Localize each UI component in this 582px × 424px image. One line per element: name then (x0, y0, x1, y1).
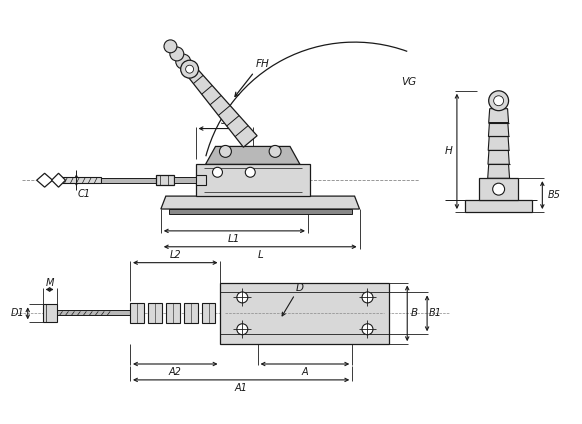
Text: D1: D1 (11, 308, 24, 318)
Text: A: A (301, 367, 308, 377)
Circle shape (493, 183, 505, 195)
Bar (101, 178, 156, 183)
Text: B1: B1 (428, 308, 442, 318)
Text: F1: F1 (54, 176, 63, 185)
Circle shape (489, 91, 509, 111)
Polygon shape (489, 109, 509, 123)
Text: F2: F2 (40, 176, 49, 185)
Text: M: M (45, 278, 54, 287)
Polygon shape (169, 209, 352, 214)
Bar (166, 304, 180, 323)
Bar (42, 304, 56, 322)
Bar (184, 304, 198, 323)
Polygon shape (52, 173, 66, 187)
Text: A2: A2 (169, 367, 182, 377)
Circle shape (245, 167, 255, 177)
Polygon shape (37, 173, 52, 187)
Circle shape (494, 96, 503, 106)
Text: B5: B5 (548, 190, 561, 200)
Bar (221, 282, 389, 344)
Circle shape (237, 324, 248, 335)
Bar (56, 177, 101, 183)
Polygon shape (488, 165, 510, 178)
Text: A1: A1 (235, 383, 247, 393)
Text: FH: FH (255, 59, 269, 69)
Bar (130, 304, 144, 323)
Circle shape (164, 40, 177, 53)
Circle shape (182, 61, 197, 77)
Text: L1: L1 (228, 234, 240, 244)
Text: VG: VG (402, 77, 417, 87)
Bar (56, 310, 130, 315)
Polygon shape (205, 146, 300, 165)
Bar (479, 178, 519, 200)
Text: D: D (296, 284, 304, 293)
Circle shape (176, 54, 191, 69)
Circle shape (170, 47, 184, 61)
Circle shape (180, 60, 198, 78)
Circle shape (186, 65, 194, 73)
Polygon shape (161, 196, 360, 209)
Bar (174, 177, 196, 183)
Text: S: S (221, 116, 228, 126)
Polygon shape (488, 151, 509, 165)
Text: H: H (445, 146, 453, 156)
Bar (196, 175, 205, 185)
Text: B: B (411, 308, 418, 318)
Text: L: L (257, 250, 263, 260)
Circle shape (219, 145, 232, 157)
Circle shape (269, 145, 281, 157)
Text: L2: L2 (169, 250, 181, 260)
Polygon shape (488, 123, 509, 137)
Circle shape (212, 167, 222, 177)
Bar (148, 304, 162, 323)
Circle shape (362, 324, 373, 335)
Bar (465, 200, 533, 212)
Bar (156, 175, 174, 185)
Text: C1: C1 (78, 189, 91, 199)
Bar (201, 304, 215, 323)
Polygon shape (185, 65, 257, 147)
Circle shape (237, 292, 248, 303)
Bar (196, 165, 310, 196)
Circle shape (362, 292, 373, 303)
Polygon shape (488, 137, 509, 151)
